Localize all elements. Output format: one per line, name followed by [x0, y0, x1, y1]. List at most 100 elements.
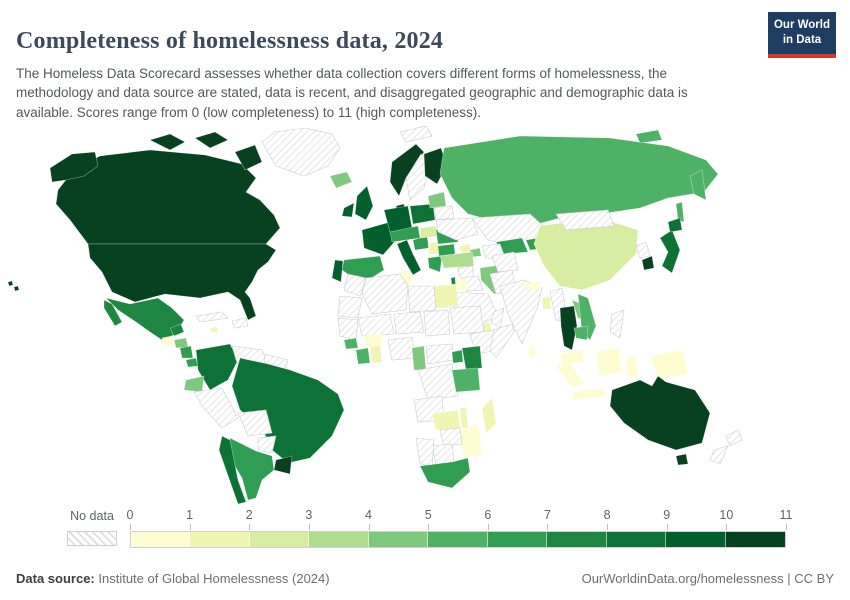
legend-bin-4[interactable] [368, 532, 429, 547]
country-south-africa[interactable] [419, 457, 471, 489]
country-sri-lanka[interactable] [527, 344, 537, 358]
country-kenya[interactable] [461, 345, 483, 371]
country-nepal[interactable] [523, 280, 542, 292]
country-japan[interactable] [667, 217, 683, 233]
legend-bin-0[interactable] [131, 532, 191, 547]
country-russia[interactable] [439, 135, 719, 227]
legend-bin-9[interactable] [666, 532, 726, 547]
country-russia[interactable] [635, 129, 663, 144]
country-bolivia[interactable] [237, 409, 273, 437]
country-canada[interactable] [149, 133, 186, 151]
country-papua-new-guinea[interactable] [649, 349, 689, 379]
country-peru[interactable] [193, 387, 239, 429]
country-new-zealand[interactable] [725, 429, 743, 447]
country-north-korea[interactable] [635, 241, 651, 259]
country-colombia[interactable] [195, 343, 239, 391]
legend-bin-6[interactable] [487, 532, 548, 547]
country-ireland[interactable] [341, 202, 355, 218]
country-malaysia[interactable] [559, 349, 585, 365]
legend-bin-8[interactable] [606, 532, 667, 547]
country-mexico[interactable] [169, 323, 185, 337]
country-cambodia[interactable] [573, 325, 589, 341]
country-ghana[interactable] [369, 344, 383, 364]
country-namibia[interactable] [415, 437, 435, 467]
legend-bin-7[interactable] [547, 532, 607, 547]
country-russia[interactable] [689, 169, 707, 201]
country-new-zealand[interactable] [709, 445, 729, 465]
country-malawi[interactable] [459, 406, 469, 429]
country-ecuador[interactable] [183, 375, 205, 393]
country-greenland[interactable] [261, 127, 341, 177]
legend-bin-5[interactable] [428, 532, 488, 547]
country-egypt[interactable] [433, 283, 459, 309]
country-jordan[interactable] [455, 277, 468, 291]
country-mongolia[interactable] [555, 209, 615, 231]
country-united-states[interactable] [13, 285, 20, 292]
country-haiti[interactable] [231, 317, 249, 329]
legend-no-data-swatch[interactable] [67, 531, 117, 546]
license-link[interactable]: OurWorldinData.org/homelessness | CC BY [581, 571, 834, 586]
owid-logo[interactable]: Our World in Data [768, 12, 836, 58]
country-belarus[interactable] [433, 205, 455, 221]
country-syria[interactable] [457, 265, 475, 279]
country-france[interactable] [361, 221, 399, 256]
country-guinea[interactable] [343, 337, 359, 350]
country-indonesia[interactable] [555, 361, 585, 389]
country-cuba[interactable] [195, 311, 229, 323]
legend-bin-2[interactable] [249, 532, 310, 547]
country-senegal[interactable] [337, 317, 359, 341]
country-costa-rica[interactable] [185, 357, 199, 368]
country-italy[interactable] [396, 239, 422, 276]
country-australia[interactable] [675, 453, 689, 466]
country-canada[interactable] [55, 149, 281, 245]
country-mali[interactable] [357, 313, 395, 337]
country-hungary[interactable] [419, 225, 438, 239]
country-australia[interactable] [609, 375, 711, 451]
country-ukraine[interactable] [435, 217, 479, 241]
country-chile[interactable] [218, 435, 247, 505]
country-russia[interactable] [675, 201, 685, 223]
country-united-states[interactable] [7, 280, 14, 287]
country-mauritania[interactable] [337, 295, 363, 319]
country-svalbard[interactable] [399, 125, 433, 143]
country-dr-congo[interactable] [417, 363, 459, 401]
legend-bin-10[interactable] [725, 532, 785, 547]
country-greece[interactable] [427, 255, 443, 273]
country-algeria[interactable] [361, 273, 409, 315]
country-serbia[interactable] [427, 241, 440, 255]
country-united-states[interactable] [49, 151, 99, 183]
country-japan[interactable] [659, 229, 681, 274]
country-india[interactable] [499, 279, 543, 345]
country-indonesia[interactable] [595, 347, 623, 377]
country-somalia[interactable] [489, 323, 515, 359]
legend-bin-1[interactable] [190, 532, 250, 547]
country-iceland[interactable] [329, 171, 353, 189]
country-zimbabwe[interactable] [439, 427, 463, 447]
country-niger[interactable] [393, 311, 425, 335]
country-jamaica[interactable] [209, 326, 219, 333]
country-bangladesh[interactable] [541, 295, 552, 310]
country-philippines[interactable] [609, 309, 625, 339]
country-lithuania[interactable] [427, 191, 447, 209]
country-mexico[interactable] [103, 299, 123, 327]
country-libya[interactable] [407, 285, 437, 313]
country-tanzania[interactable] [451, 367, 481, 393]
country-uruguay[interactable] [273, 455, 293, 475]
country-united-states[interactable] [87, 243, 277, 321]
country-guatemala[interactable] [161, 335, 175, 347]
country-honduras[interactable] [173, 337, 189, 349]
country-canada[interactable] [194, 131, 229, 149]
country-nicaragua[interactable] [179, 345, 194, 359]
country-sudan[interactable] [449, 305, 485, 335]
country-georgia[interactable] [459, 243, 472, 254]
country-chad[interactable] [423, 309, 451, 337]
country-canada[interactable] [234, 144, 263, 171]
country-paraguay[interactable] [257, 435, 277, 454]
country-south-korea[interactable] [641, 255, 655, 271]
country-afghanistan[interactable] [491, 251, 519, 273]
legend-bin-3[interactable] [309, 532, 369, 547]
country-turkey[interactable] [439, 251, 475, 269]
country-morocco[interactable] [343, 273, 367, 297]
country-central-african-republic[interactable] [425, 343, 455, 365]
country-united-kingdom[interactable] [354, 185, 374, 221]
